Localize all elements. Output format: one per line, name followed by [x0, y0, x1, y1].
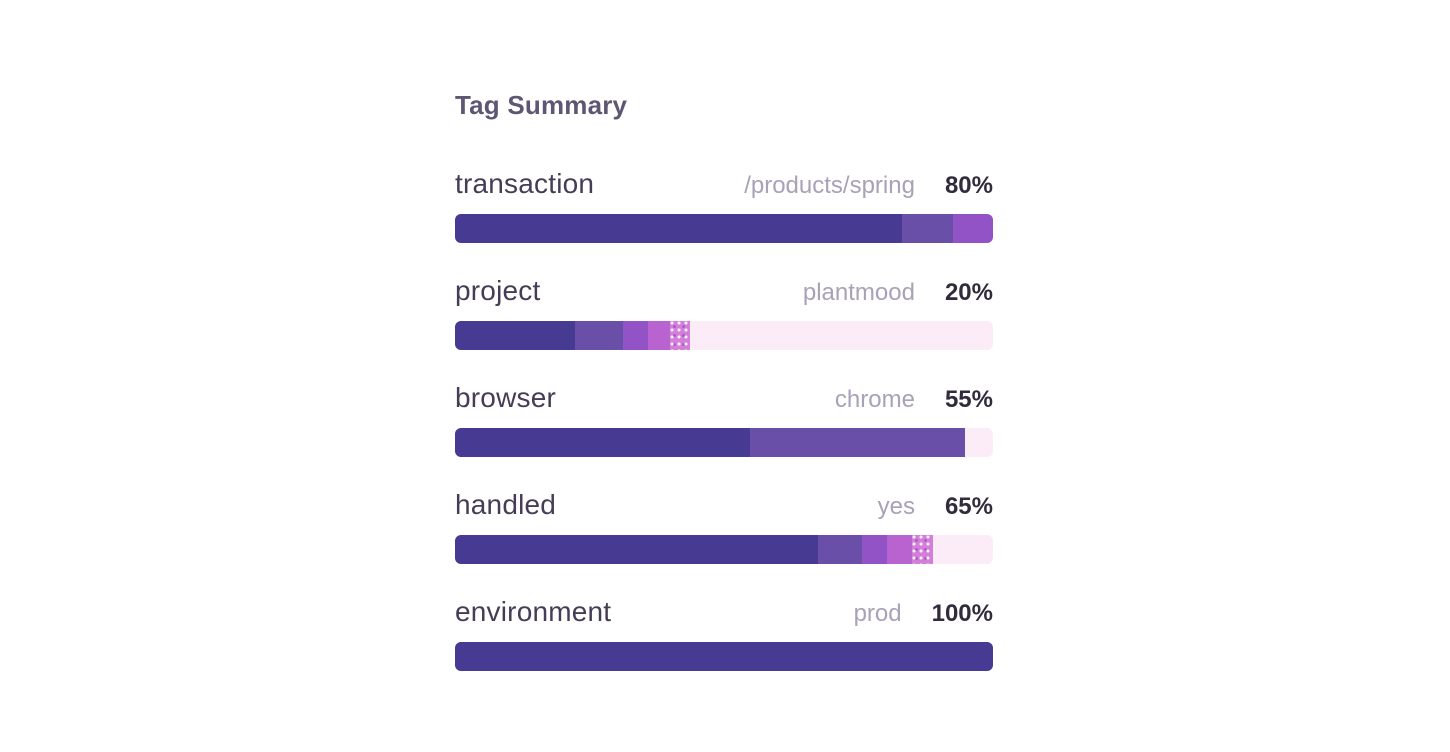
tag-top-value: /products/spring: [744, 172, 915, 199]
panel-title: Tag Summary: [455, 90, 628, 120]
bar-segment-secondary[interactable]: [818, 535, 863, 564]
tag-row-header: browser chrome 55%: [455, 381, 993, 417]
bar-segment-remainder[interactable]: [965, 428, 993, 457]
tag-row: environment prod 100%: [455, 595, 993, 671]
tag-distribution-bar[interactable]: [455, 214, 993, 243]
tag-summary-panel: Tag Summary transaction /products/spring…: [455, 90, 993, 702]
tag-name: transaction: [455, 168, 595, 199]
tag-top-value: chrome: [834, 386, 915, 413]
bar-segment-tertiary[interactable]: [862, 535, 887, 564]
bar-segment-secondary[interactable]: [901, 214, 953, 243]
tag-name: project: [455, 275, 541, 306]
tag-distribution-bar[interactable]: [455, 642, 993, 671]
bar-segment-primary[interactable]: [455, 214, 902, 243]
tag-distribution-bar[interactable]: [455, 428, 993, 457]
tag-percent: 20%: [944, 279, 993, 306]
tag-top-value: prod: [853, 600, 902, 627]
tag-row: project plantmood 20%: [455, 274, 993, 350]
bar-segment-quaternary[interactable]: [886, 535, 912, 564]
tag-name: environment: [455, 596, 612, 627]
tag-top-value: plantmood: [802, 279, 915, 306]
bar-segment-primary[interactable]: [455, 642, 993, 671]
tag-row-header: handled yes 65%: [455, 488, 993, 524]
bar-segment-tertiary[interactable]: [622, 321, 648, 350]
tag-distribution-bar[interactable]: [455, 321, 993, 350]
tag-name: browser: [455, 382, 556, 413]
tag-percent: 80%: [944, 172, 993, 199]
tag-percent: 55%: [944, 386, 993, 413]
tag-percent: 65%: [944, 493, 993, 520]
tag-percent: 100%: [931, 600, 993, 627]
bar-segment-other[interactable]: [911, 535, 933, 564]
bar-segment-primary[interactable]: [455, 535, 819, 564]
bar-segment-tertiary[interactable]: [952, 214, 993, 243]
bar-segment-quaternary[interactable]: [647, 321, 670, 350]
tag-row-header: environment prod 100%: [455, 595, 993, 631]
tag-distribution-bar[interactable]: [455, 535, 993, 564]
tag-row-header: transaction /products/spring 80%: [455, 167, 993, 203]
tag-row-header: project plantmood 20%: [455, 274, 993, 310]
bar-segment-other[interactable]: [669, 321, 690, 350]
bar-segment-secondary[interactable]: [574, 321, 623, 350]
tag-row: transaction /products/spring 80%: [455, 167, 993, 243]
tag-row: handled yes 65%: [455, 488, 993, 564]
tag-top-value: yes: [877, 493, 915, 520]
tag-name: handled: [455, 489, 557, 520]
bar-segment-remainder[interactable]: [689, 321, 993, 350]
bar-segment-primary[interactable]: [455, 321, 575, 350]
bar-segment-secondary[interactable]: [749, 428, 965, 457]
bar-segment-primary[interactable]: [455, 428, 750, 457]
tag-rows: transaction /products/spring 80% project…: [455, 167, 993, 671]
bar-segment-remainder[interactable]: [932, 535, 993, 564]
tag-row: browser chrome 55%: [455, 381, 993, 457]
